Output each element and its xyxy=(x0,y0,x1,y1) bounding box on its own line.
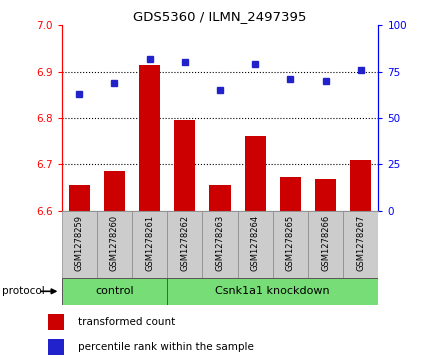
Bar xyxy=(238,211,273,278)
Bar xyxy=(48,314,64,330)
Bar xyxy=(315,179,336,211)
Bar xyxy=(167,211,202,278)
Title: GDS5360 / ILMN_2497395: GDS5360 / ILMN_2497395 xyxy=(133,10,307,23)
Text: GSM1278262: GSM1278262 xyxy=(180,215,189,272)
Bar xyxy=(62,278,167,305)
Bar xyxy=(62,211,97,278)
Text: GSM1278267: GSM1278267 xyxy=(356,215,365,272)
Bar xyxy=(104,171,125,211)
Bar xyxy=(343,211,378,278)
Text: GSM1278266: GSM1278266 xyxy=(321,215,330,272)
Bar xyxy=(245,136,266,211)
Text: transformed count: transformed count xyxy=(78,317,175,327)
Bar xyxy=(209,185,231,211)
Text: control: control xyxy=(95,286,134,296)
Bar xyxy=(273,211,308,278)
Bar xyxy=(350,160,371,211)
Text: percentile rank within the sample: percentile rank within the sample xyxy=(78,342,253,352)
Text: Csnk1a1 knockdown: Csnk1a1 knockdown xyxy=(216,286,330,296)
Bar xyxy=(167,278,378,305)
Bar xyxy=(174,120,195,211)
Bar xyxy=(69,185,90,211)
Text: GSM1278259: GSM1278259 xyxy=(75,215,84,271)
Bar xyxy=(132,211,167,278)
Bar xyxy=(97,211,132,278)
Text: GSM1278264: GSM1278264 xyxy=(251,215,260,272)
Bar xyxy=(48,339,64,355)
Text: protocol: protocol xyxy=(2,286,45,296)
Bar xyxy=(280,177,301,211)
Bar xyxy=(308,211,343,278)
Bar xyxy=(139,65,160,211)
Text: GSM1278265: GSM1278265 xyxy=(286,215,295,272)
Text: GSM1278260: GSM1278260 xyxy=(110,215,119,272)
Bar xyxy=(202,211,238,278)
Text: GSM1278263: GSM1278263 xyxy=(216,215,224,272)
Text: GSM1278261: GSM1278261 xyxy=(145,215,154,272)
